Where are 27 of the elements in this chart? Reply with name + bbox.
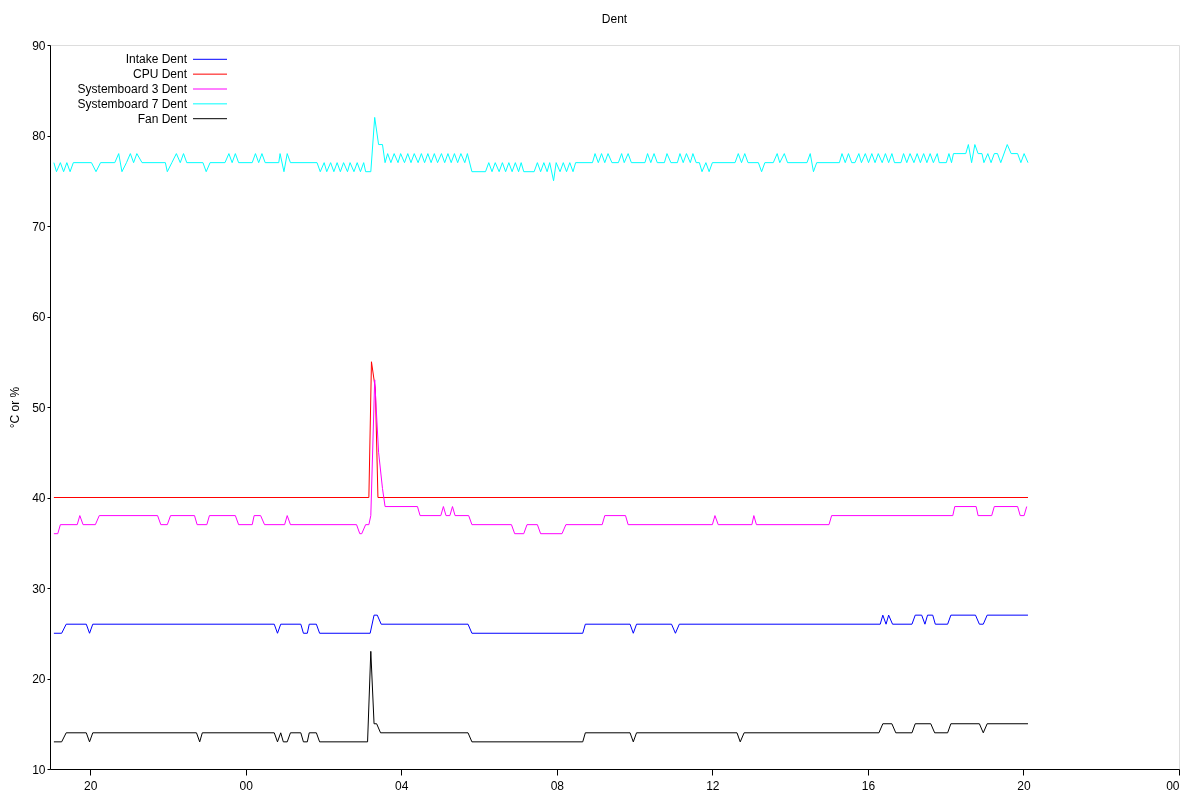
y-tick-label: 20 — [32, 672, 46, 686]
x-tick-label: 08 — [550, 778, 565, 793]
y-tick-label: 40 — [32, 491, 46, 505]
legend-label: Systemboard 3 Dent — [77, 82, 188, 96]
y-tick-label: 70 — [32, 219, 46, 234]
x-tick-label: 16 — [861, 778, 876, 793]
y-tick-label: 90 — [32, 38, 46, 53]
line-series — [53, 650, 1029, 743]
legend-label: Fan Dent — [137, 111, 188, 126]
x-tick-label: 00 — [1166, 778, 1180, 793]
legend-label: Systemboard 7 Dent — [77, 96, 188, 111]
legend-label: Intake Dent — [125, 52, 188, 67]
x-tick-label: 20 — [84, 778, 98, 793]
y-axis-title: °C or % — [8, 386, 23, 429]
x-tick-label: 04 — [395, 778, 409, 793]
y-tick-label: 50 — [32, 400, 46, 415]
chart-title: Dent — [601, 12, 628, 26]
line-series — [53, 116, 1029, 182]
y-tick-label: 80 — [32, 129, 46, 143]
x-tick-label: 20 — [1017, 778, 1031, 793]
y-tick-label: 10 — [32, 762, 46, 777]
x-tick-label: 00 — [239, 778, 254, 793]
legend-label: CPU Dent — [132, 67, 188, 82]
y-tick-label: 60 — [32, 310, 46, 324]
y-tick-label: 30 — [32, 581, 46, 596]
x-tick-label: 12 — [706, 778, 720, 793]
line-series — [53, 379, 1028, 535]
